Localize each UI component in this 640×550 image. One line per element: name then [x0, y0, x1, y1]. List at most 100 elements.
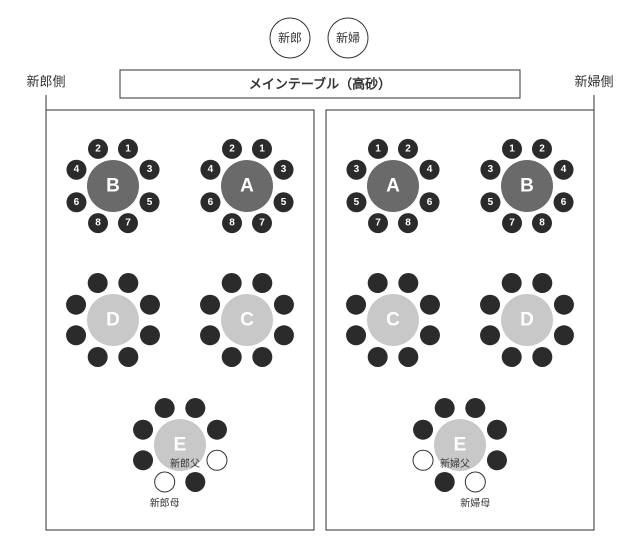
right-side-label: 新婦側 [574, 74, 613, 89]
table-label: A [386, 176, 400, 197]
seat [222, 347, 242, 367]
seat [207, 450, 227, 470]
table-L-A: A12345678 [200, 139, 293, 233]
seat-number: 2 [229, 143, 235, 154]
seat [435, 398, 455, 418]
seat [88, 347, 108, 367]
seat [155, 472, 175, 492]
seat-number: 3 [354, 164, 360, 175]
seat [118, 347, 138, 367]
seat-number: 4 [74, 164, 80, 175]
table-label: B [106, 176, 120, 197]
seat [88, 273, 108, 293]
seat [487, 450, 507, 470]
seat-number: 5 [147, 197, 153, 208]
seat-number: 3 [281, 164, 287, 175]
seat [398, 273, 418, 293]
table-R-D: D [480, 273, 574, 367]
table-label: A [240, 176, 254, 197]
seat [140, 325, 160, 345]
seat [274, 295, 294, 315]
seat-number: 8 [95, 218, 101, 229]
seat-number: 2 [405, 143, 411, 154]
seat [480, 295, 500, 315]
seat [207, 420, 227, 440]
seat-number: 6 [427, 197, 433, 208]
seat [66, 325, 86, 345]
seat [420, 295, 440, 315]
seat [118, 273, 138, 293]
seat-number: 7 [125, 218, 131, 229]
seat [274, 325, 294, 345]
seat [480, 325, 500, 345]
table-label: E [454, 435, 467, 456]
seat-number: 8 [229, 218, 235, 229]
seat-number: 5 [354, 197, 360, 208]
seat [413, 450, 433, 470]
seat [346, 325, 366, 345]
seat-number: 1 [509, 143, 515, 154]
seat [413, 420, 433, 440]
seat-number: 8 [405, 218, 411, 229]
seat [554, 325, 574, 345]
seat [140, 295, 160, 315]
seat-number: 6 [561, 197, 567, 208]
parent-label: 新郎父 [170, 457, 200, 470]
seat [532, 347, 552, 367]
seat [133, 450, 153, 470]
person-label: 新婦 [336, 30, 360, 45]
seat-number: 3 [147, 164, 153, 175]
seat-number: 4 [208, 164, 214, 175]
seat-number: 7 [259, 218, 265, 229]
seat [252, 347, 272, 367]
table-L-B: B 1 2 3 4 5 6 7 8 [66, 139, 159, 233]
seat-number: 7 [375, 218, 381, 229]
seat [554, 295, 574, 315]
seat [502, 273, 522, 293]
main-table-label: メインテーブル（高砂） [249, 77, 391, 92]
parent-label: 新婦父 [440, 457, 470, 470]
seat-number: 3 [488, 164, 494, 175]
table-R-E: E新婦父新婦母 [413, 398, 507, 509]
seat [133, 420, 153, 440]
seat [435, 472, 455, 492]
seat-number: 6 [74, 197, 80, 208]
seat [346, 295, 366, 315]
seat [222, 273, 242, 293]
seat-number: 5 [488, 197, 494, 208]
seat [368, 273, 388, 293]
seat [465, 472, 485, 492]
seat-number: 4 [427, 164, 433, 175]
table-label: C [240, 310, 254, 331]
seat-number: 4 [561, 164, 567, 175]
seat [200, 295, 220, 315]
table-R-B: B12345678 [480, 139, 573, 233]
seat [185, 472, 205, 492]
seat-number: 1 [125, 143, 131, 154]
person-label: 新郎 [278, 30, 302, 45]
seat-number: 1 [375, 143, 381, 154]
seat-number: 7 [509, 218, 515, 229]
table-R-C: C [346, 273, 440, 367]
parent-label: 新婦母 [460, 496, 490, 509]
table-L-E: E新郎父新郎母 [133, 398, 227, 509]
table-label: E [174, 435, 187, 456]
seat [487, 420, 507, 440]
seat-number: 2 [539, 143, 545, 154]
seat [66, 295, 86, 315]
left-side-label: 新郎側 [26, 74, 65, 89]
table-label: D [520, 310, 534, 331]
seat [532, 273, 552, 293]
seat-number: 2 [95, 143, 101, 154]
table-R-A: A 1 2 3 4 5 6 7 8 [346, 139, 439, 233]
seat-number: 5 [281, 197, 287, 208]
seating-diagram: 新郎 新婦メインテーブル（高砂） 新郎側 新婦側 B 1 2 3 4 5 6 7 8 A 1 2 3 4 5 6 7 8 D… [0, 0, 640, 550]
seat-number: 6 [208, 197, 214, 208]
seat [398, 347, 418, 367]
seat [368, 347, 388, 367]
table-label: C [386, 310, 400, 331]
seat-number: 8 [539, 218, 545, 229]
seat [465, 398, 485, 418]
seat [155, 398, 175, 418]
seat [502, 347, 522, 367]
